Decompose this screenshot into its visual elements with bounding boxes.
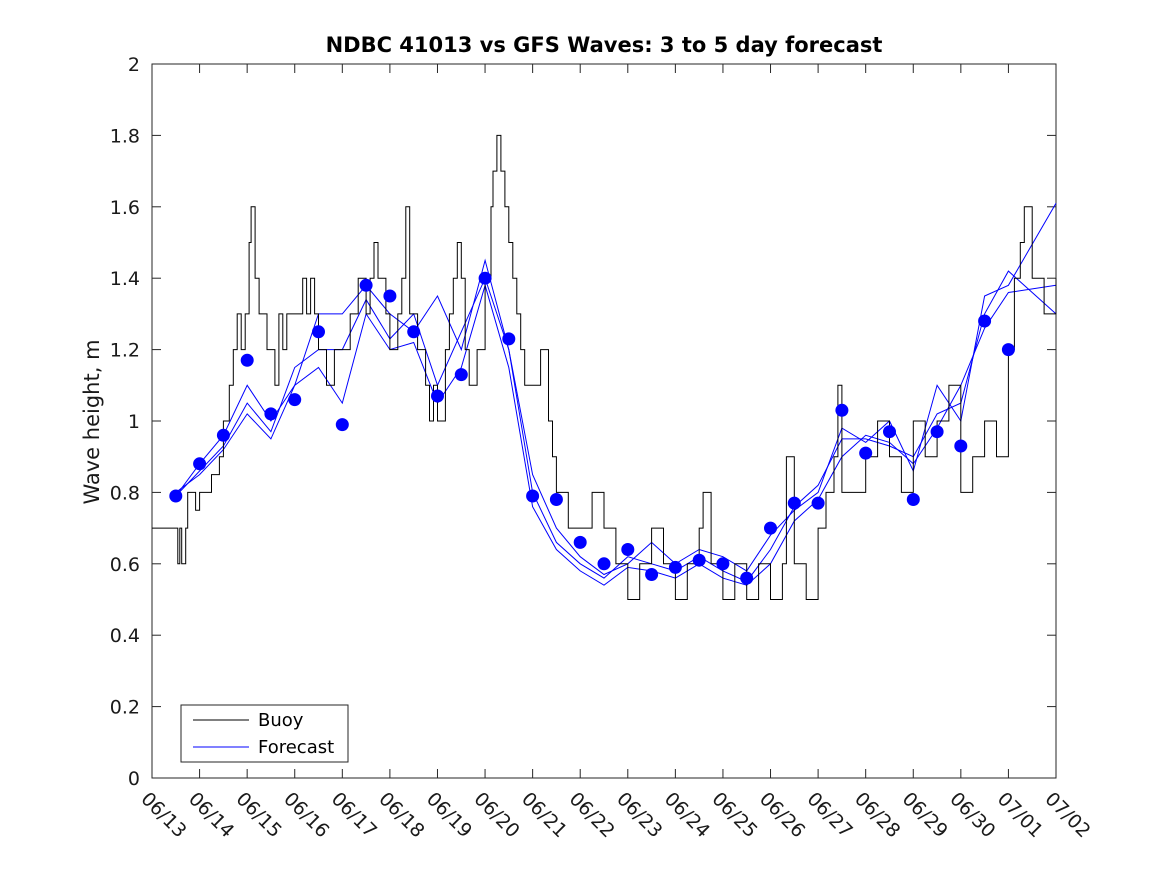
forecast-point	[716, 557, 730, 571]
legend-label: Forecast	[258, 737, 334, 758]
forecast-point	[312, 325, 325, 339]
forecast-point	[193, 457, 207, 471]
y-tick-label: 0.8	[110, 482, 140, 504]
forecast-point	[764, 521, 777, 535]
forecast-point	[597, 557, 611, 571]
forecast-point	[526, 489, 540, 503]
forecast-point	[906, 493, 920, 506]
forecast-point	[811, 496, 825, 510]
forecast-point	[335, 418, 349, 432]
forecast-point	[454, 368, 468, 382]
forecast-point	[978, 314, 992, 328]
forecast-point	[859, 446, 873, 460]
forecast-point	[549, 493, 563, 506]
y-tick-label: 1.8	[110, 125, 140, 147]
forecast-point	[645, 568, 659, 581]
forecast-point	[573, 535, 587, 549]
forecast-point	[502, 332, 516, 346]
y-tick-label: 2	[128, 54, 140, 76]
y-tick-label: 1.4	[110, 268, 140, 290]
forecast-point	[216, 428, 230, 442]
chart-title: NDBC 41013 vs GFS Waves: 3 to 5 day fore…	[326, 33, 883, 57]
y-tick-label: 0	[128, 768, 140, 790]
forecast-point	[954, 439, 968, 453]
forecast-point	[431, 389, 444, 403]
forecast-point	[883, 425, 896, 439]
buoy-line	[152, 134, 1057, 600]
y-tick-label: 1	[128, 411, 140, 433]
forecast-point	[169, 489, 183, 503]
y-tick-label: 0.4	[110, 625, 140, 647]
legend: Buoy Forecast	[180, 704, 349, 763]
forecast-point	[621, 543, 635, 556]
forecast-point	[240, 353, 254, 367]
y-tick-label: 1.2	[110, 340, 140, 362]
forecast-point	[288, 393, 302, 407]
y-tick-label: 1.6	[110, 197, 140, 219]
y-tick-label: 0.6	[110, 554, 140, 576]
forecast-point	[930, 425, 944, 439]
forecast-point	[835, 403, 849, 417]
forecast-point	[359, 278, 373, 292]
forecast-point	[478, 271, 492, 285]
legend-label: Buoy	[258, 710, 304, 731]
forecast-point	[668, 560, 682, 574]
forecast-point	[264, 407, 278, 421]
forecast-point	[692, 553, 706, 567]
legend-box	[180, 704, 349, 763]
forecast-point	[787, 496, 801, 510]
forecast-point	[740, 571, 754, 585]
forecast-point	[407, 325, 421, 339]
y-tick-label: 0.2	[110, 697, 140, 719]
y-axis-label: Wave height, m	[80, 339, 104, 504]
forecast-point	[383, 289, 397, 303]
forecast-point	[1001, 343, 1015, 357]
